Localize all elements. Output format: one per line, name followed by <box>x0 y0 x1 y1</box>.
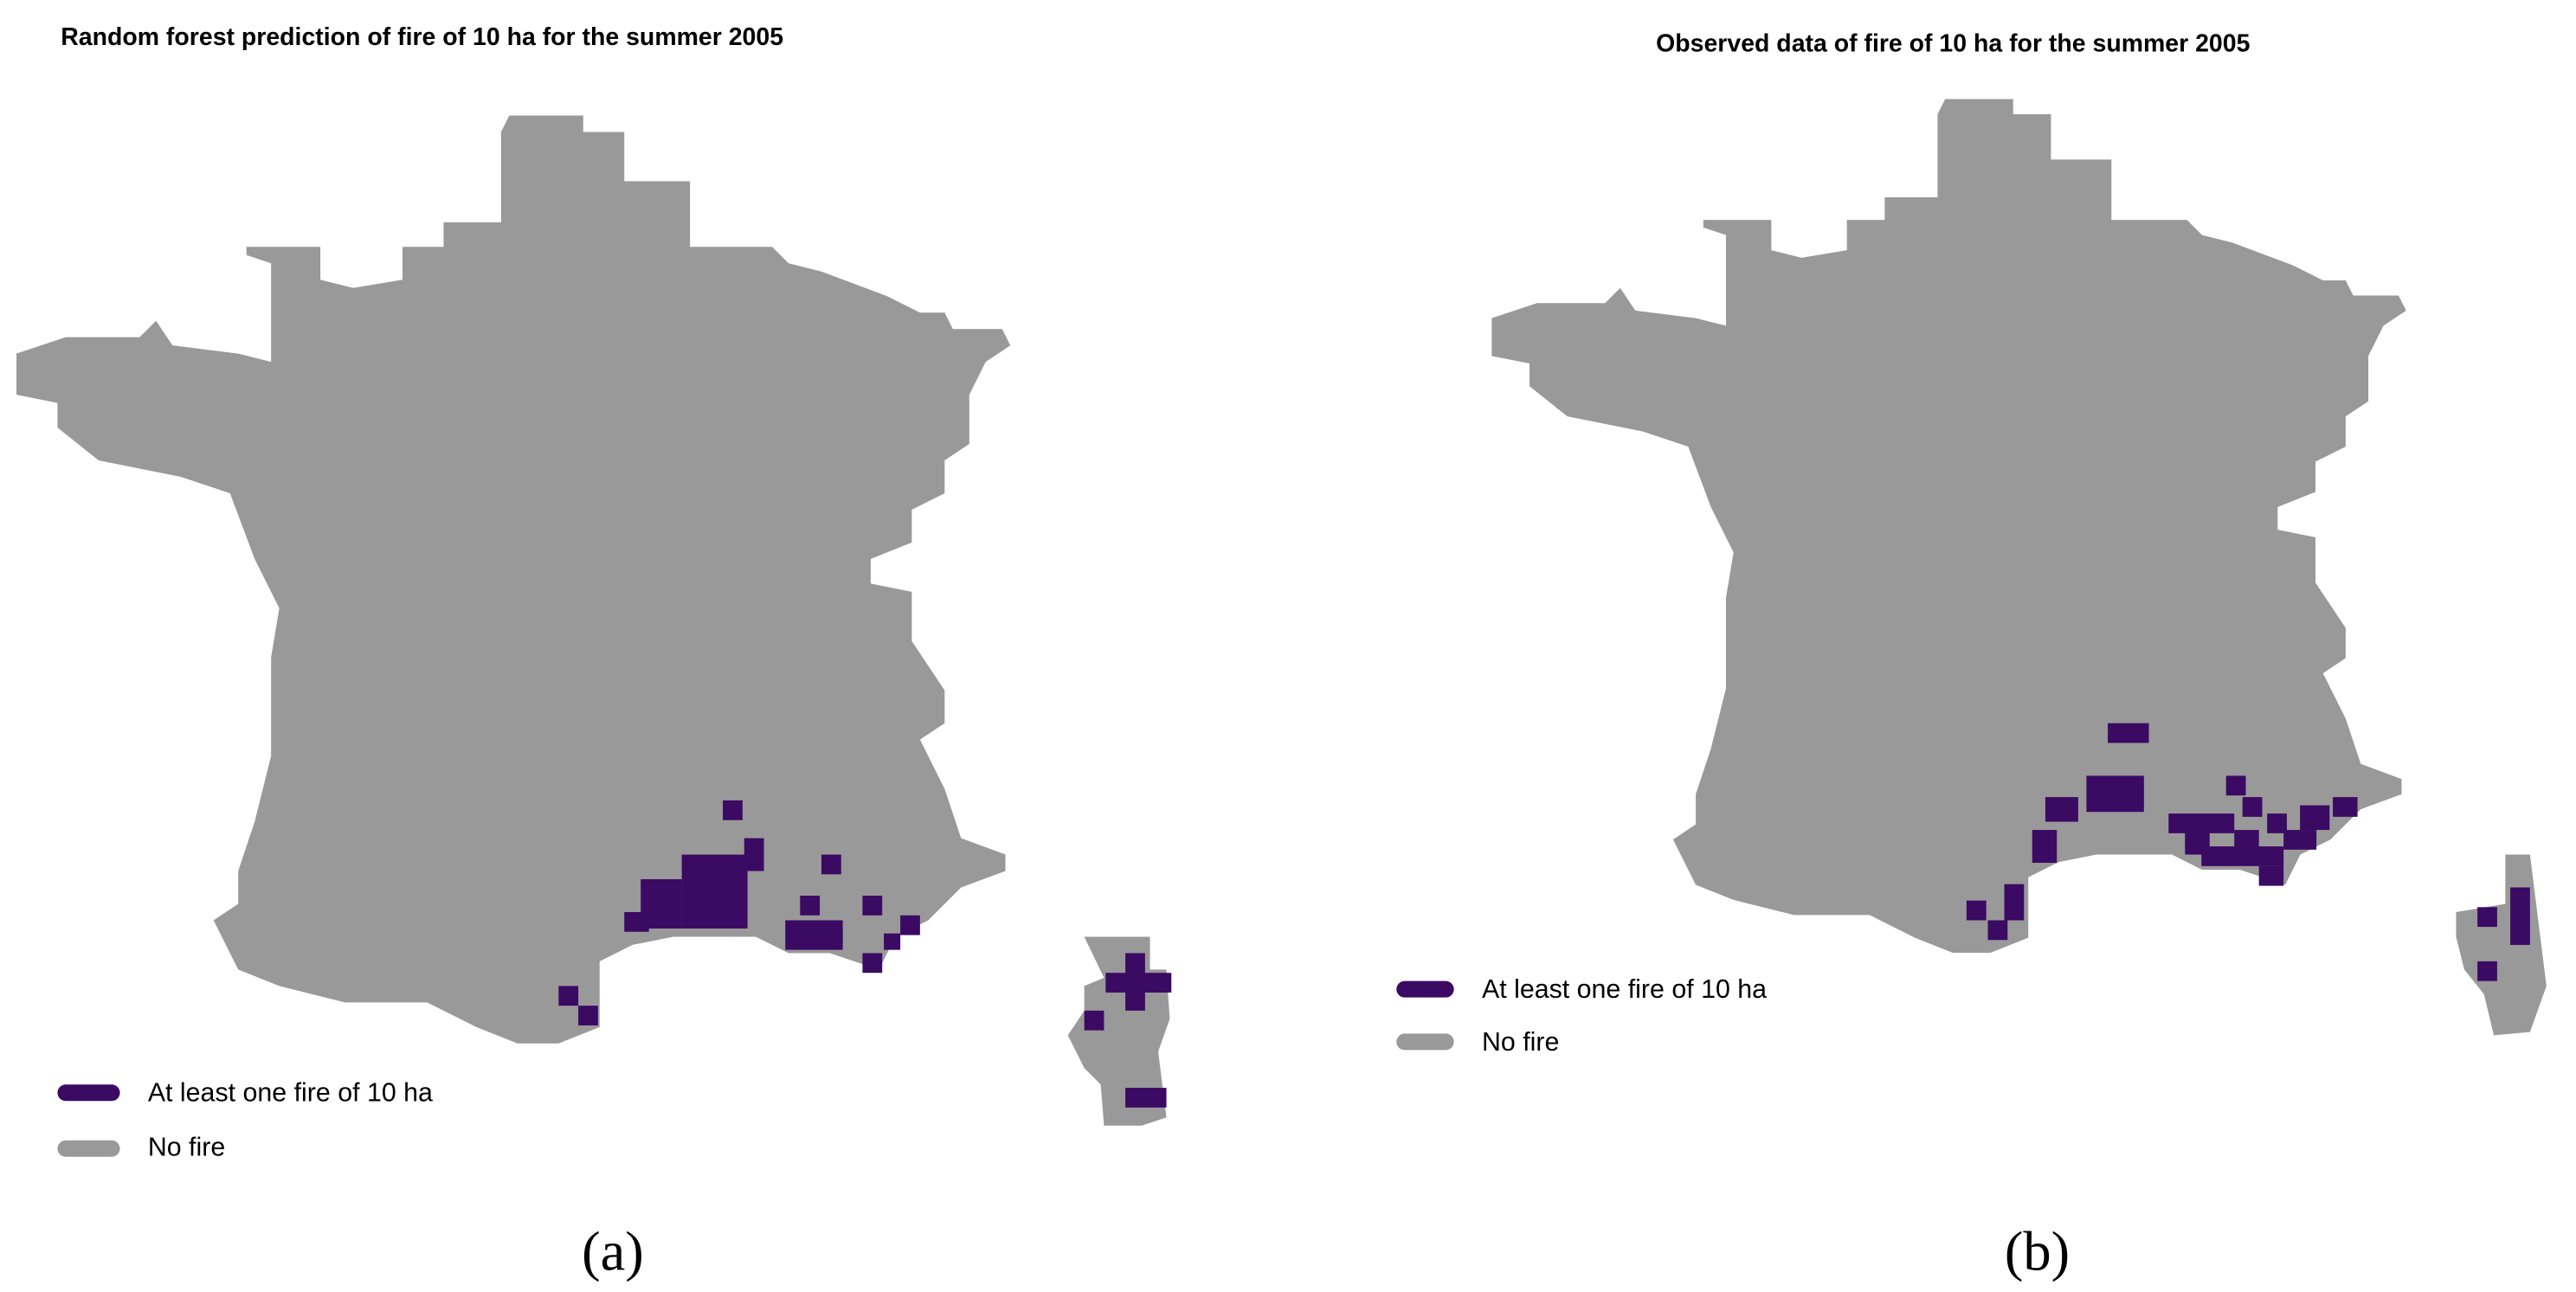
legend-label: No fire <box>148 1133 225 1161</box>
fire-cell <box>2477 961 2497 981</box>
fire-cell <box>2004 884 2025 921</box>
panel-title: Observed data of fire of 10 ha for the s… <box>1656 29 2250 57</box>
fire-cell <box>2242 797 2263 817</box>
fire-cell <box>2086 775 2144 813</box>
fire-cell <box>1084 1010 1104 1031</box>
panel-a: Random forest prediction of fire of 10 h… <box>16 23 1172 1282</box>
fire-cell <box>2510 887 2530 945</box>
fire-cell <box>1125 1088 1167 1108</box>
fire-cell <box>2168 813 2235 833</box>
fire-cell <box>1105 973 1172 993</box>
panel-caption: (a) <box>582 1220 644 1282</box>
fire-cell <box>2234 830 2259 850</box>
fire-cells <box>558 800 1172 1108</box>
fire-cell <box>2300 805 2330 831</box>
fire-cell <box>2283 830 2317 850</box>
fire-cell <box>681 854 748 929</box>
fire-cell <box>558 986 579 1006</box>
panel-title: Random forest prediction of fire of 10 h… <box>61 23 783 51</box>
fire-cell <box>2108 723 2149 743</box>
legend-label: No fire <box>1482 1028 1559 1057</box>
fire-cells <box>1966 723 2530 981</box>
fire-cell <box>785 920 843 950</box>
fire-cell <box>2477 907 2497 928</box>
fire-cell <box>744 838 764 871</box>
fire-cell <box>800 895 821 916</box>
fire-cell <box>624 911 649 932</box>
fire-cell <box>884 933 901 950</box>
legend-label: At least one fire of 10 ha <box>148 1079 433 1108</box>
fire-cell <box>862 895 883 916</box>
corsica-map <box>2456 854 2547 1036</box>
france-map <box>16 115 1011 1044</box>
fire-cell <box>578 1006 598 1025</box>
fire-cell <box>2225 775 2246 796</box>
fire-cell <box>900 915 920 935</box>
fire-cell <box>2258 865 2284 886</box>
panel-caption: (b) <box>2005 1220 2070 1282</box>
panel-b: Observed data of fire of 10 ha for the s… <box>1396 29 2547 1282</box>
fire-cell <box>2032 830 2058 864</box>
fire-cell <box>862 953 883 974</box>
fire-cell <box>2201 846 2284 866</box>
fire-cell <box>723 800 743 820</box>
fire-cell <box>1966 900 1987 921</box>
legend-label: At least one fire of 10 ha <box>1482 975 1767 1004</box>
fire-cell <box>2045 797 2078 822</box>
fire-cell <box>2333 797 2358 817</box>
fire-cell <box>1987 920 2008 941</box>
fire-cell <box>821 854 841 875</box>
fire-cell <box>2267 813 2287 833</box>
